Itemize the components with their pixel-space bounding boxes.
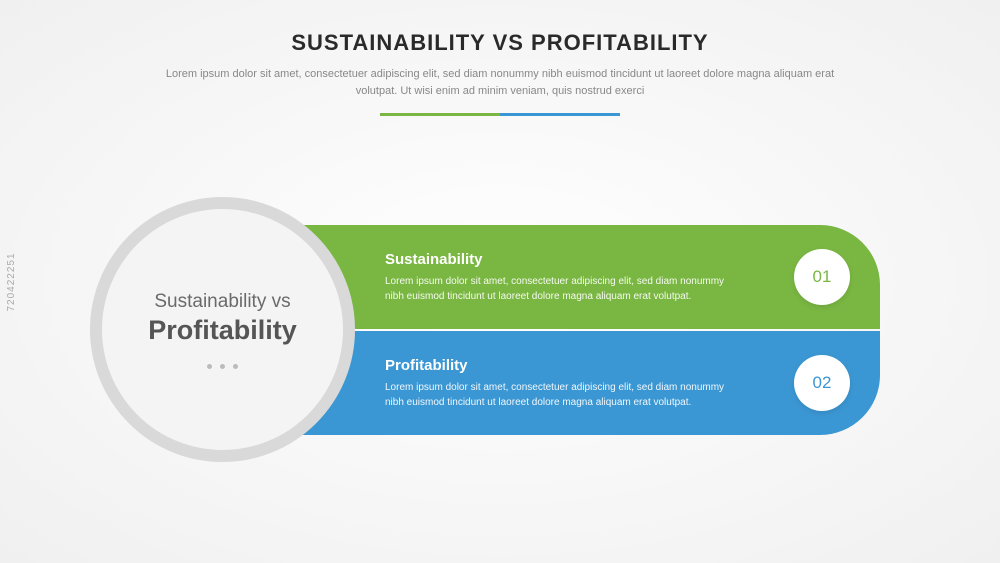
bar-title-profitability: Profitability: [385, 357, 725, 374]
comparison-diagram: Sustainability Lorem ipsum dolor sit ame…: [90, 215, 890, 445]
number-badge-02: 02: [794, 355, 850, 411]
divider-left: [380, 113, 500, 116]
bar-content: Sustainability Lorem ipsum dolor sit ame…: [385, 251, 725, 304]
number-01: 01: [813, 267, 832, 287]
bar-title-sustainability: Sustainability: [385, 251, 725, 268]
page-subtitle: Lorem ipsum dolor sit amet, consectetuer…: [150, 66, 850, 99]
bar-desc-profitability: Lorem ipsum dolor sit amet, consectetuer…: [385, 380, 725, 410]
bar-desc-sustainability: Lorem ipsum dolor sit amet, consectetuer…: [385, 274, 725, 304]
watermark: 720422251: [6, 252, 17, 311]
center-circle: Sustainability vs Profitability: [90, 197, 355, 462]
circle-line1: Sustainability vs: [154, 291, 290, 313]
bar-content: Profitability Lorem ipsum dolor sit amet…: [385, 357, 725, 410]
dots-icon: [207, 364, 238, 369]
page-title: SUSTAINABILITY VS PROFITABILITY: [0, 30, 1000, 56]
header: SUSTAINABILITY VS PROFITABILITY Lorem ip…: [0, 0, 1000, 116]
divider: [0, 113, 1000, 116]
number-02: 02: [813, 373, 832, 393]
divider-right: [500, 113, 620, 116]
circle-line2: Profitability: [148, 315, 297, 346]
number-badge-01: 01: [794, 249, 850, 305]
